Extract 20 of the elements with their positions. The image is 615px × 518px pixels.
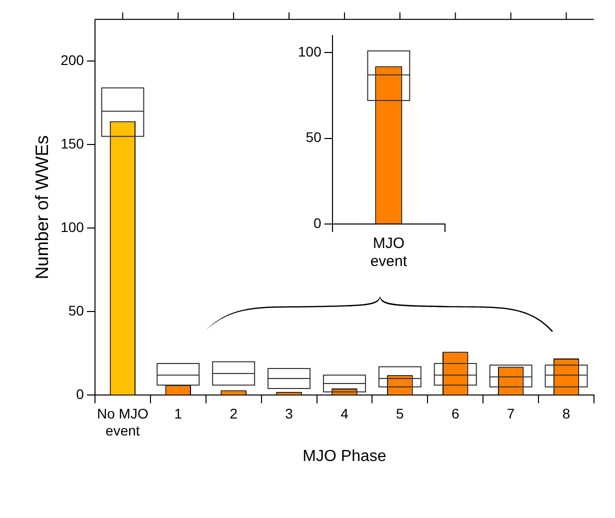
x-tick-label: No MJO event <box>97 405 148 438</box>
x-tick-label: 6 <box>451 405 460 422</box>
x-axis-title: MJO Phase <box>302 448 386 465</box>
y-tick-label: 50 <box>306 129 322 146</box>
x-tick-label: 5 <box>396 405 404 422</box>
y-tick-label: 100 <box>298 43 322 60</box>
x-tick-label: 3 <box>285 405 294 422</box>
y-tick-label: 0 <box>76 386 84 402</box>
y-tick-label: 200 <box>60 52 84 68</box>
y-axis-title: Number of WWEs <box>32 135 52 280</box>
x-tick-label: 2 <box>230 405 238 422</box>
y-tick-label: 150 <box>60 136 84 152</box>
x-tick-label: 7 <box>506 405 515 422</box>
x-tick-label: 4 <box>340 405 349 422</box>
y-tick-label: 50 <box>68 302 84 319</box>
x-tick-label: 1 <box>174 405 182 422</box>
y-tick-label: 100 <box>60 219 84 236</box>
x-tick-label: MJO event <box>370 235 408 270</box>
y-tick-label: 0 <box>314 214 322 231</box>
x-tick-label: 8 <box>562 405 570 422</box>
